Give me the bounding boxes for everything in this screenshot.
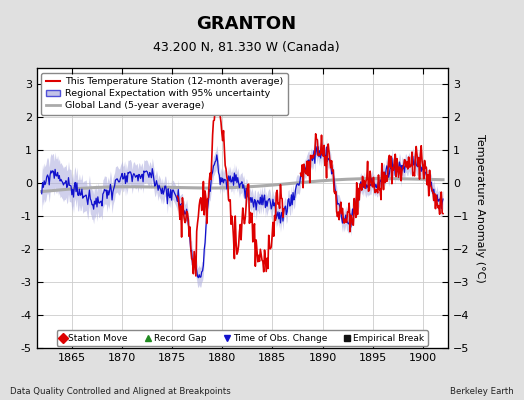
Text: 43.200 N, 81.330 W (Canada): 43.200 N, 81.330 W (Canada) [153,42,340,54]
Legend: Station Move, Record Gap, Time of Obs. Change, Empirical Break: Station Move, Record Gap, Time of Obs. C… [57,330,428,346]
Text: Berkeley Earth: Berkeley Earth [450,387,514,396]
Y-axis label: Temperature Anomaly (°C): Temperature Anomaly (°C) [475,134,485,282]
Text: GRANTON: GRANTON [196,15,297,33]
Text: Data Quality Controlled and Aligned at Breakpoints: Data Quality Controlled and Aligned at B… [10,387,231,396]
